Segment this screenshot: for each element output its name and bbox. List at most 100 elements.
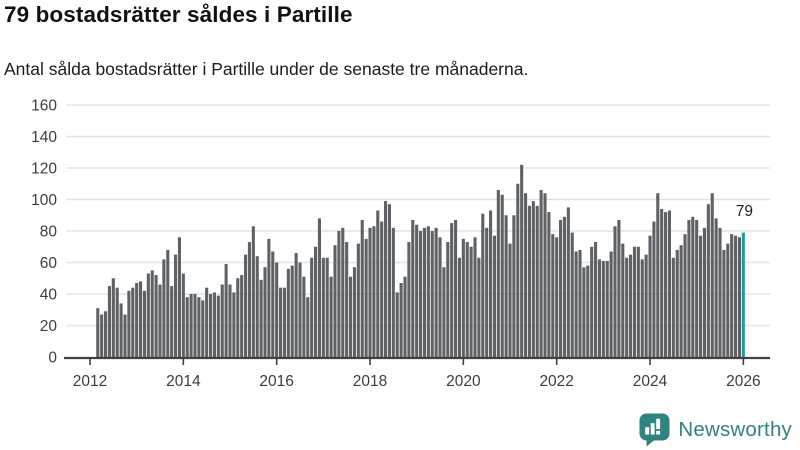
bar <box>683 234 687 357</box>
bar <box>131 287 135 357</box>
x-tick-label: 2022 <box>539 373 573 390</box>
bar <box>450 223 454 358</box>
bar <box>582 267 586 357</box>
bar <box>496 190 500 357</box>
bar <box>562 216 567 357</box>
x-tick-label: 2024 <box>633 373 668 390</box>
y-tick-label: 20 <box>40 318 58 335</box>
bar <box>734 235 738 357</box>
bar <box>574 251 578 357</box>
bar <box>508 243 512 357</box>
bar <box>578 249 582 357</box>
bar <box>232 292 236 358</box>
bar <box>605 260 609 358</box>
bar <box>718 227 722 357</box>
bar <box>590 246 594 357</box>
bar <box>380 221 384 357</box>
bar <box>135 282 139 357</box>
bar <box>100 314 104 357</box>
bar <box>244 254 248 358</box>
bar <box>356 243 360 357</box>
bar <box>613 226 617 357</box>
bar <box>314 246 318 357</box>
bar <box>632 246 637 357</box>
bar <box>617 219 621 357</box>
bar <box>667 210 672 357</box>
bar <box>306 297 310 357</box>
bar <box>485 227 489 357</box>
y-tick-label: 80 <box>40 224 58 241</box>
bar <box>321 257 325 357</box>
bar <box>559 219 563 357</box>
bar <box>349 276 353 358</box>
bar <box>286 268 290 357</box>
bar <box>601 260 605 358</box>
bar <box>461 238 465 358</box>
bar <box>395 292 399 358</box>
bar <box>586 265 590 357</box>
bar <box>146 273 150 357</box>
bar <box>212 292 216 358</box>
bar <box>671 257 675 357</box>
bar <box>298 262 302 357</box>
y-tick-label: 120 <box>31 161 57 178</box>
bar <box>360 219 364 357</box>
page-title: 79 bostadsrätter såldes i Partille <box>4 2 353 27</box>
bar <box>158 284 162 357</box>
bar <box>139 281 143 357</box>
bar <box>434 227 438 357</box>
bar <box>481 213 485 357</box>
bar <box>302 276 306 358</box>
bar <box>422 227 426 357</box>
bar <box>640 259 644 357</box>
bar <box>660 208 664 357</box>
bar <box>702 227 707 357</box>
bar <box>636 246 640 357</box>
bar <box>555 237 559 357</box>
bar <box>341 227 345 357</box>
bar <box>142 290 146 357</box>
bar <box>411 219 415 357</box>
bar <box>251 226 255 357</box>
bar <box>387 204 391 357</box>
bar <box>706 204 710 357</box>
bar <box>691 216 695 357</box>
bar <box>352 267 356 357</box>
bar <box>154 275 158 357</box>
bar <box>216 295 220 357</box>
bar <box>337 231 341 357</box>
bar <box>524 193 528 357</box>
bar <box>415 224 419 357</box>
bar <box>527 205 532 357</box>
bar <box>201 300 205 357</box>
chart-subtitle: Antal sålda bostadsrätter i Partille und… <box>4 59 529 79</box>
bar <box>454 219 458 357</box>
bar <box>687 219 691 357</box>
bar <box>664 212 668 357</box>
bar <box>107 286 111 358</box>
bar <box>539 190 543 357</box>
bar <box>621 243 625 357</box>
bar <box>644 254 648 358</box>
bar <box>535 205 539 357</box>
bar <box>489 210 493 357</box>
bar <box>446 242 450 357</box>
bar <box>457 257 461 357</box>
brand-name: Newsworthy <box>678 417 792 441</box>
bar <box>469 246 473 357</box>
bar <box>531 201 535 357</box>
y-tick-label: 140 <box>31 129 57 146</box>
bar <box>368 227 372 357</box>
bar <box>609 251 613 357</box>
bar <box>267 238 271 358</box>
bar <box>543 193 547 357</box>
bar <box>294 253 298 357</box>
bar <box>679 245 683 358</box>
last-value-label: 79 <box>736 203 753 220</box>
bar <box>317 218 321 357</box>
y-tick-label: 0 <box>48 350 57 367</box>
bar <box>310 257 314 357</box>
bar <box>391 227 395 357</box>
bar <box>399 282 403 357</box>
bar <box>329 276 333 358</box>
